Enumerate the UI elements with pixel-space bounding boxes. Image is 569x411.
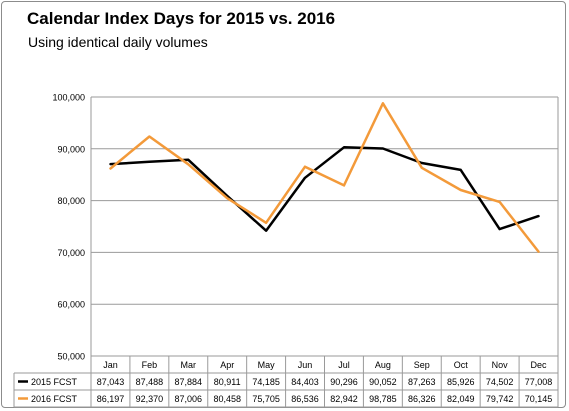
data-label: 82,942	[330, 394, 358, 404]
data-label: 87,006	[175, 394, 203, 404]
data-label: 80,911	[214, 377, 241, 387]
x-tick-label: Sep	[414, 360, 430, 370]
x-tick-label: Jul	[338, 360, 350, 370]
y-tick-label: 70,000	[57, 248, 85, 258]
data-label: 75,705	[252, 394, 280, 404]
y-tick-label: 90,000	[57, 144, 85, 154]
y-tick-label: 80,000	[57, 196, 85, 206]
y-tick-label: 100,000	[52, 93, 85, 103]
series-line-2016	[109, 102, 540, 253]
data-label: 87,488	[136, 377, 164, 387]
data-label: 85,926	[447, 377, 475, 387]
data-label: 87,884	[175, 377, 203, 387]
x-tick-label: Jun	[298, 360, 313, 370]
data-label: 86,326	[408, 394, 436, 404]
data-label: 70,145	[525, 394, 553, 404]
data-label: 77,008	[525, 377, 553, 387]
x-tick-label: Oct	[454, 360, 469, 370]
data-label: 74,502	[486, 377, 514, 387]
series-line-2015	[109, 146, 540, 232]
legend-entry: 2015 FCST	[31, 377, 78, 387]
data-label: 90,296	[330, 377, 358, 387]
chart-subtitle: Using identical daily volumes	[28, 34, 208, 50]
data-label: 86,536	[291, 394, 319, 404]
data-label: 74,185	[252, 377, 280, 387]
x-tick-label: Nov	[492, 360, 509, 370]
data-label: 92,370	[136, 394, 164, 404]
x-tick-label: Feb	[142, 360, 158, 370]
series-lines	[109, 102, 540, 253]
x-tick-label: Jan	[103, 360, 118, 370]
data-label: 87,043	[97, 377, 125, 387]
x-tick-label: Mar	[181, 360, 197, 370]
data-label: 80,458	[213, 394, 241, 404]
data-label: 98,785	[369, 394, 397, 404]
legend-entry: 2016 FCST	[31, 394, 78, 404]
chart-title: Calendar Index Days for 2015 vs. 2016	[27, 9, 336, 28]
x-tick-label: Apr	[220, 360, 234, 370]
data-table: Jan Feb Mar Apr May Jun Jul Aug Sep Oct Nov Dec 2015…	[13, 355, 558, 408]
data-label: 90,052	[369, 377, 397, 387]
data-label: 87,263	[408, 377, 436, 387]
x-tick-label: May	[258, 360, 276, 370]
data-label: 82,049	[447, 394, 475, 404]
data-label: 86,197	[97, 394, 125, 404]
x-tick-label: Dec	[531, 360, 548, 370]
data-label: 84,403	[291, 377, 319, 387]
y-tick-label: 50,000	[57, 352, 85, 362]
data-label: 79,742	[486, 394, 514, 404]
x-tick-label: Aug	[375, 360, 391, 370]
y-tick-label: 60,000	[57, 300, 85, 310]
y-axis: 50,000 60,000 70,000 80,000 90,000 100,000	[52, 93, 85, 362]
